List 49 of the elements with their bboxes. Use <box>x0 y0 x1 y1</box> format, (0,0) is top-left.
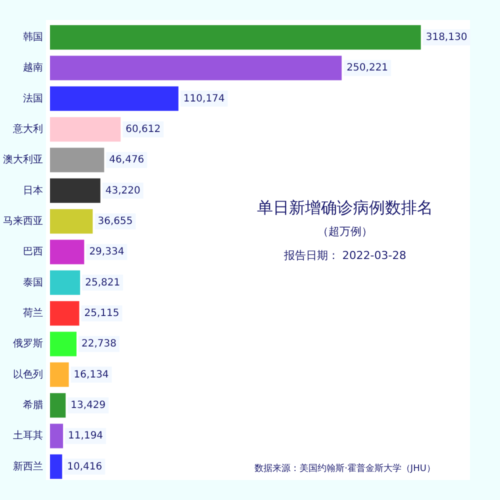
bar <box>50 56 342 80</box>
y-tick-label: 土耳其 <box>13 430 43 442</box>
bar <box>50 178 100 203</box>
bar <box>50 270 80 295</box>
bar <box>50 209 93 234</box>
bar <box>50 117 121 142</box>
text: 单日新增确诊病例数排名 <box>256 198 434 219</box>
y-tick-label: 俄罗斯 <box>13 338 43 350</box>
y-tick-label: 希腊 <box>23 398 43 411</box>
y-tick-label: 澳大利亚 <box>3 154 43 166</box>
y-tick-label: 马来西亚 <box>3 214 43 227</box>
y-tick-label: 以色列 <box>13 368 43 380</box>
y-tick-label: 意大利 <box>12 122 43 135</box>
bar <box>50 332 77 356</box>
bar <box>50 454 62 479</box>
data-label: 43,220 <box>105 185 140 196</box>
y-tick-label: 荷兰 <box>23 306 43 319</box>
annotation: 数据来源：美国约翰斯·霍普金斯大学（JHU） <box>254 462 436 475</box>
data-label: 25,115 <box>84 308 120 319</box>
bar <box>50 301 80 326</box>
bar <box>50 393 66 418</box>
bar <box>50 424 64 448</box>
y-tick-label: 越南 <box>23 62 43 74</box>
bar <box>50 148 104 172</box>
data-label: 250,221 <box>346 62 388 74</box>
data-label: 36,655 <box>98 216 133 227</box>
y-tick-label: 韩国 <box>23 30 43 43</box>
bar <box>50 86 178 111</box>
data-label: 11,194 <box>68 430 104 442</box>
data-label: 110,174 <box>183 93 225 104</box>
bar <box>50 25 421 50</box>
y-tick-label: 法国 <box>23 92 43 104</box>
y-tick-label: 巴西 <box>23 246 43 258</box>
text: （超万例） <box>316 224 374 239</box>
y-tick-label: 日本 <box>23 184 43 196</box>
bar <box>50 240 84 264</box>
data-label: 60,612 <box>126 124 161 135</box>
data-label: 29,334 <box>89 246 124 258</box>
data-label: 25,821 <box>85 277 120 288</box>
data-label: 46,476 <box>109 154 144 166</box>
data-label: 16,134 <box>74 369 109 380</box>
data-label: 13,429 <box>70 400 106 411</box>
bar <box>50 362 69 387</box>
data-label: 318,130 <box>426 32 468 43</box>
y-tick-label: 新西兰 <box>13 460 43 472</box>
y-tick-label: 泰国 <box>23 277 43 288</box>
data-label: 10,416 <box>67 461 102 472</box>
annotation: 报告日期： 2022-03-28 <box>282 248 408 263</box>
data-label: 22,738 <box>82 338 117 350</box>
